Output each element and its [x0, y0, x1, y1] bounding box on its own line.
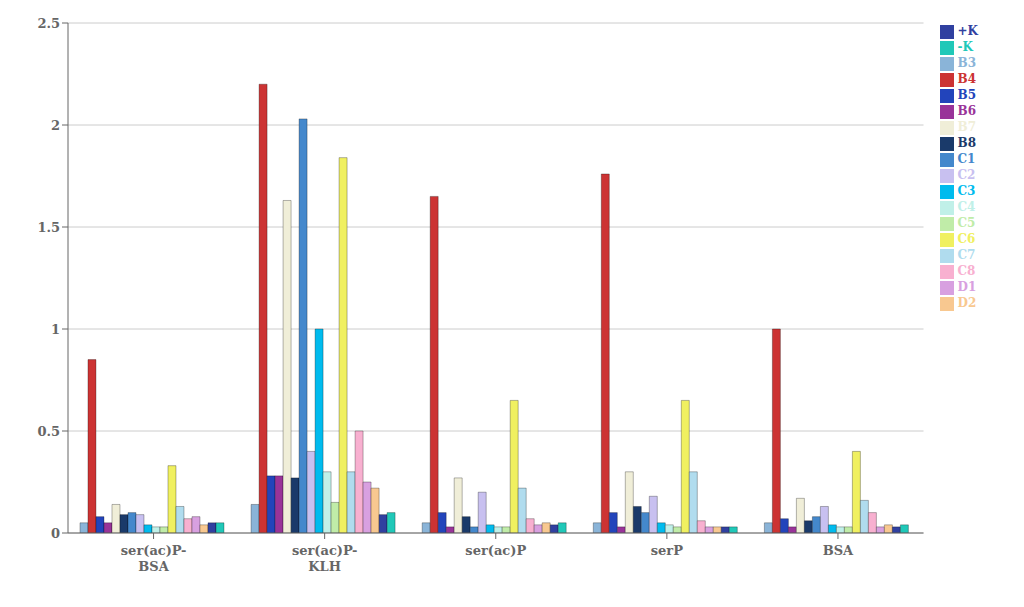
svg-text:ser(ac)P: ser(ac)P [465, 543, 526, 558]
svg-text:1.5: 1.5 [37, 220, 60, 235]
svg-text:BSA: BSA [823, 543, 854, 558]
html-text:C6: C6 [957, 232, 976, 246]
html-text:+K: +K [957, 24, 978, 38]
html-text:B5: B5 [957, 88, 976, 102]
svg-text:1: 1 [51, 322, 60, 337]
html-text:C2: C2 [957, 168, 976, 182]
html-text:C1: C1 [957, 152, 976, 166]
html-text:D1: D1 [957, 280, 977, 294]
html-text:B4: B4 [957, 72, 976, 86]
svg-text:2.5: 2.5 [37, 16, 60, 31]
svg-text:0.5: 0.5 [37, 424, 60, 439]
html-text:B3: B3 [957, 56, 976, 70]
html-text:B7: B7 [957, 120, 976, 134]
html-text:C3: C3 [957, 184, 976, 198]
html-text:B8: B8 [957, 136, 976, 150]
svg-text:0: 0 [51, 526, 60, 541]
html-text:C8: C8 [957, 264, 976, 278]
html-text:C4: C4 [957, 200, 976, 214]
html-text:D2: D2 [957, 296, 977, 310]
svg-text:ser(ac)P-BSA: ser(ac)P-BSA [121, 543, 187, 574]
html-text:C7: C7 [957, 248, 976, 262]
html-text:B6: B6 [957, 104, 976, 118]
svg-text:ser(ac)P-KLH: ser(ac)P-KLH [292, 543, 358, 574]
svg-text:2: 2 [51, 118, 60, 133]
svg-text:serP: serP [651, 543, 683, 558]
html-text:-K: -K [957, 40, 973, 54]
html-text:C5: C5 [957, 216, 976, 230]
